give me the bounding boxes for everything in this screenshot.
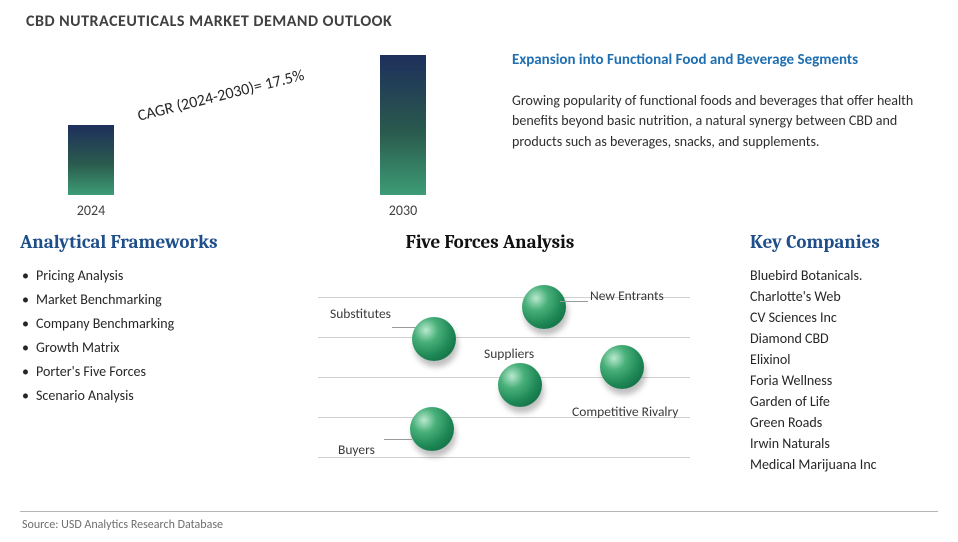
companies-heading: Key Companies [750, 231, 938, 253]
list-item: Charlotte's Web [750, 288, 938, 305]
leader-line [392, 327, 416, 328]
list-item: Company Benchmarking [22, 315, 250, 332]
list-item: CV Sciences Inc [750, 309, 938, 326]
list-item: Irwin Naturals [750, 435, 938, 452]
bar-2030 [380, 55, 426, 195]
bar-axis-labels: 2024 2030 [20, 197, 480, 219]
force-node-new-entrants [522, 285, 566, 329]
frameworks-list: Pricing Analysis Market Benchmarking Com… [20, 267, 250, 404]
list-item: Diamond CBD [750, 330, 938, 347]
five-forces-heading: Five Forces Analysis [260, 231, 720, 253]
list-item: Porter's Five Forces [22, 363, 250, 380]
leader-line [384, 439, 412, 440]
bar-2024 [68, 125, 114, 195]
force-label-competitive-rivalry: Competitive Rivalry [572, 403, 678, 420]
companies-list: Bluebird Botanicals. Charlotte's Web CV … [750, 267, 938, 473]
list-item: Market Benchmarking [22, 291, 250, 308]
force-node-competitive-rivalry [600, 345, 644, 389]
list-item: Green Roads [750, 414, 938, 431]
bottom-row: Analytical Frameworks Pricing Analysis M… [20, 231, 938, 477]
list-item: Scenario Analysis [22, 387, 250, 404]
companies-column: Key Companies Bluebird Botanicals. Charl… [730, 231, 938, 477]
source-attribution: Source: USD Analytics Research Database [22, 518, 223, 532]
insight-title: Expansion into Functional Food and Bever… [512, 51, 938, 69]
frameworks-column: Analytical Frameworks Pricing Analysis M… [20, 231, 250, 477]
five-forces-diagram: New Entrants Substitutes Suppliers Compe… [260, 267, 720, 477]
list-item: Elixinol [750, 351, 938, 368]
gridline [318, 337, 690, 338]
insight-body: Growing popularity of functional foods a… [512, 91, 932, 152]
list-item: Foria Wellness [750, 372, 938, 389]
list-item: Medical Marijuana Inc [750, 456, 938, 473]
five-forces-column: Five Forces Analysis New Entrants Substi… [260, 231, 720, 477]
force-label-substitutes: Substitutes [330, 305, 391, 322]
list-item: Growth Matrix [22, 339, 250, 356]
force-node-suppliers [498, 363, 542, 407]
frameworks-heading: Analytical Frameworks [20, 231, 250, 253]
list-item: Pricing Analysis [22, 267, 250, 284]
bar-label-2024: 2024 [54, 202, 128, 219]
bar-label-2030: 2030 [366, 202, 440, 219]
force-node-substitutes [412, 317, 456, 361]
force-node-buyers [410, 407, 454, 451]
force-label-suppliers: Suppliers [484, 345, 534, 362]
force-label-buyers: Buyers [338, 441, 375, 458]
footer-rule [20, 511, 938, 512]
list-item: Bluebird Botanicals. [750, 267, 938, 284]
insight-panel: Expansion into Functional Food and Bever… [480, 49, 938, 152]
list-item: Garden of Life [750, 393, 938, 410]
page-title: CBD NUTRACEUTICALS MARKET DEMAND OUTLOOK [26, 12, 938, 31]
force-label-new-entrants: New Entrants [590, 287, 664, 304]
bar-group [20, 55, 480, 195]
leader-line [560, 301, 588, 302]
demand-bar-chart: 2024 2030 CAGR (2024-2030)= 17.5% [20, 49, 480, 219]
top-row: 2024 2030 CAGR (2024-2030)= 17.5% Expans… [20, 49, 938, 219]
